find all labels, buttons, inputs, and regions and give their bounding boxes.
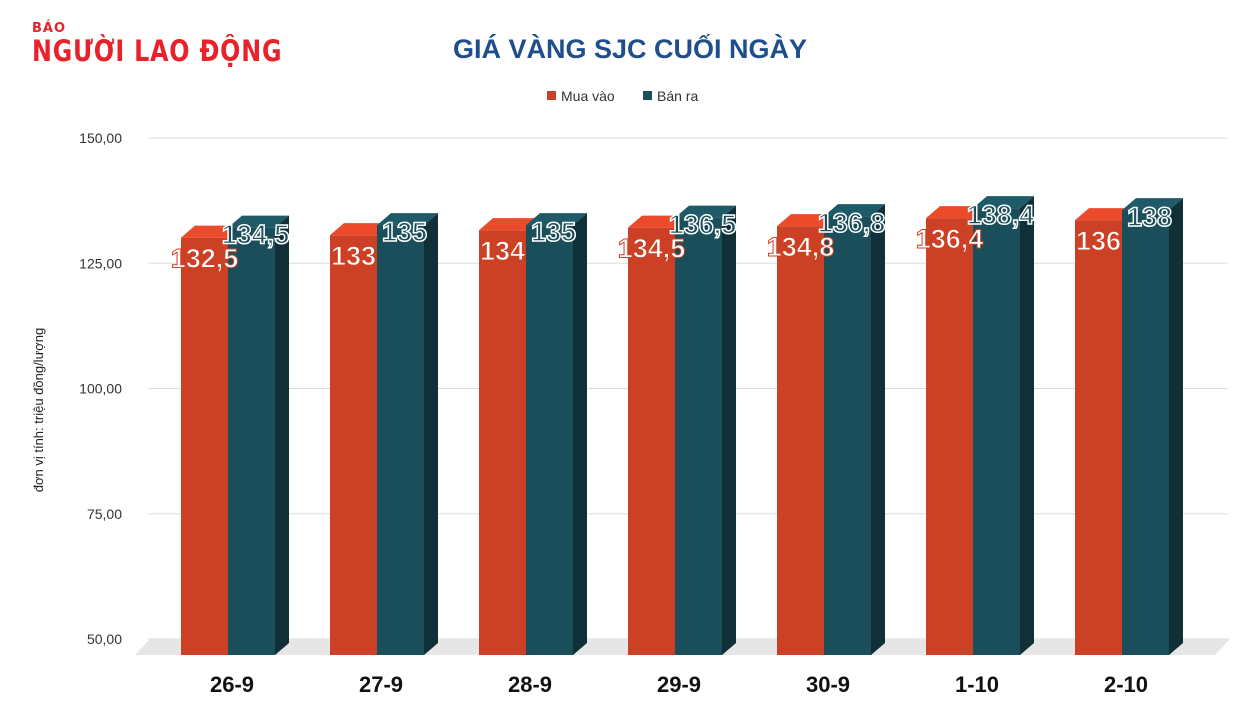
data-label: 132,5	[171, 244, 239, 274]
bar-top	[1122, 198, 1183, 211]
data-label: 136,8	[818, 208, 886, 238]
legend-swatch-ban-ra	[643, 91, 652, 100]
y-axis-label: đơn vị tính: triệu đồng/lượng	[31, 328, 46, 493]
logo-big: NGƯỜI LAO ĐỘNG	[32, 34, 283, 68]
bar-top	[228, 215, 289, 228]
bar-top	[777, 214, 838, 227]
data-label: 134,5	[222, 220, 290, 250]
data-label: 138,4	[967, 200, 1035, 230]
x-tick-label: 27-9	[359, 672, 403, 697]
legend: Mua vào Bán ra	[547, 88, 698, 104]
logo-small: BÁO	[32, 21, 67, 36]
data-label: 135	[382, 217, 427, 247]
bar-side	[424, 213, 438, 655]
x-tick-label: 2-10	[1104, 672, 1148, 697]
bar	[973, 208, 1020, 655]
bar-side	[1020, 196, 1034, 655]
legend-label-mua-vao: Mua vào	[561, 88, 615, 104]
logo: BÁO NGƯỜI LAO ĐỘNG	[32, 22, 337, 67]
bar-top	[628, 215, 689, 228]
bar-side	[573, 213, 587, 655]
bar	[777, 226, 824, 656]
bar-side	[275, 215, 289, 655]
x-tick-label: 1-10	[955, 672, 999, 697]
x-tick-label: 28-9	[508, 672, 552, 697]
bar-top	[330, 223, 391, 236]
x-tick-label: 29-9	[657, 672, 701, 697]
y-tick-label: 100,00	[79, 381, 122, 397]
legend-swatch-mua-vao	[547, 91, 556, 100]
bar	[526, 225, 573, 655]
bar-top	[824, 204, 885, 217]
bar	[628, 227, 675, 655]
y-tick-label: 125,00	[79, 255, 122, 271]
bar	[1075, 220, 1122, 655]
bar-side	[1169, 198, 1183, 655]
bar-top	[377, 213, 438, 226]
bar-top	[181, 225, 242, 238]
bar	[330, 235, 377, 656]
bar	[181, 237, 228, 656]
bar-top	[973, 196, 1034, 209]
y-tick-label: 75,00	[87, 506, 122, 522]
x-tick-label: 26-9	[210, 672, 254, 697]
bar	[377, 225, 424, 655]
data-label: 136	[1076, 226, 1121, 256]
bar-top	[926, 206, 987, 219]
legend-label-ban-ra: Bán ra	[657, 88, 698, 104]
chart-title: GIÁ VÀNG SJC CUỐI NGÀY	[453, 32, 807, 64]
bar-top	[675, 205, 736, 218]
bar	[479, 230, 526, 655]
data-label: 134,8	[767, 232, 835, 262]
data-label: 134,5	[618, 234, 686, 264]
data-label: 136,4	[916, 224, 984, 254]
x-tick-label: 30-9	[806, 672, 850, 697]
data-label: 136,5	[669, 210, 737, 240]
bar-top	[526, 213, 587, 226]
bar	[824, 216, 871, 655]
bar	[228, 227, 275, 655]
y-tick-label: 50,00	[87, 631, 122, 647]
bar	[675, 217, 722, 655]
bar-top	[1075, 208, 1136, 221]
bar-side	[722, 205, 736, 655]
y-tick-label: 150,00	[79, 130, 122, 146]
bar	[926, 218, 973, 656]
data-label: 134	[480, 236, 525, 266]
bar-top	[479, 218, 540, 231]
data-label: 133	[331, 241, 376, 271]
data-label: 138	[1127, 202, 1172, 232]
bar	[1122, 210, 1169, 655]
data-label: 135	[531, 217, 576, 247]
bar-side	[871, 204, 885, 655]
